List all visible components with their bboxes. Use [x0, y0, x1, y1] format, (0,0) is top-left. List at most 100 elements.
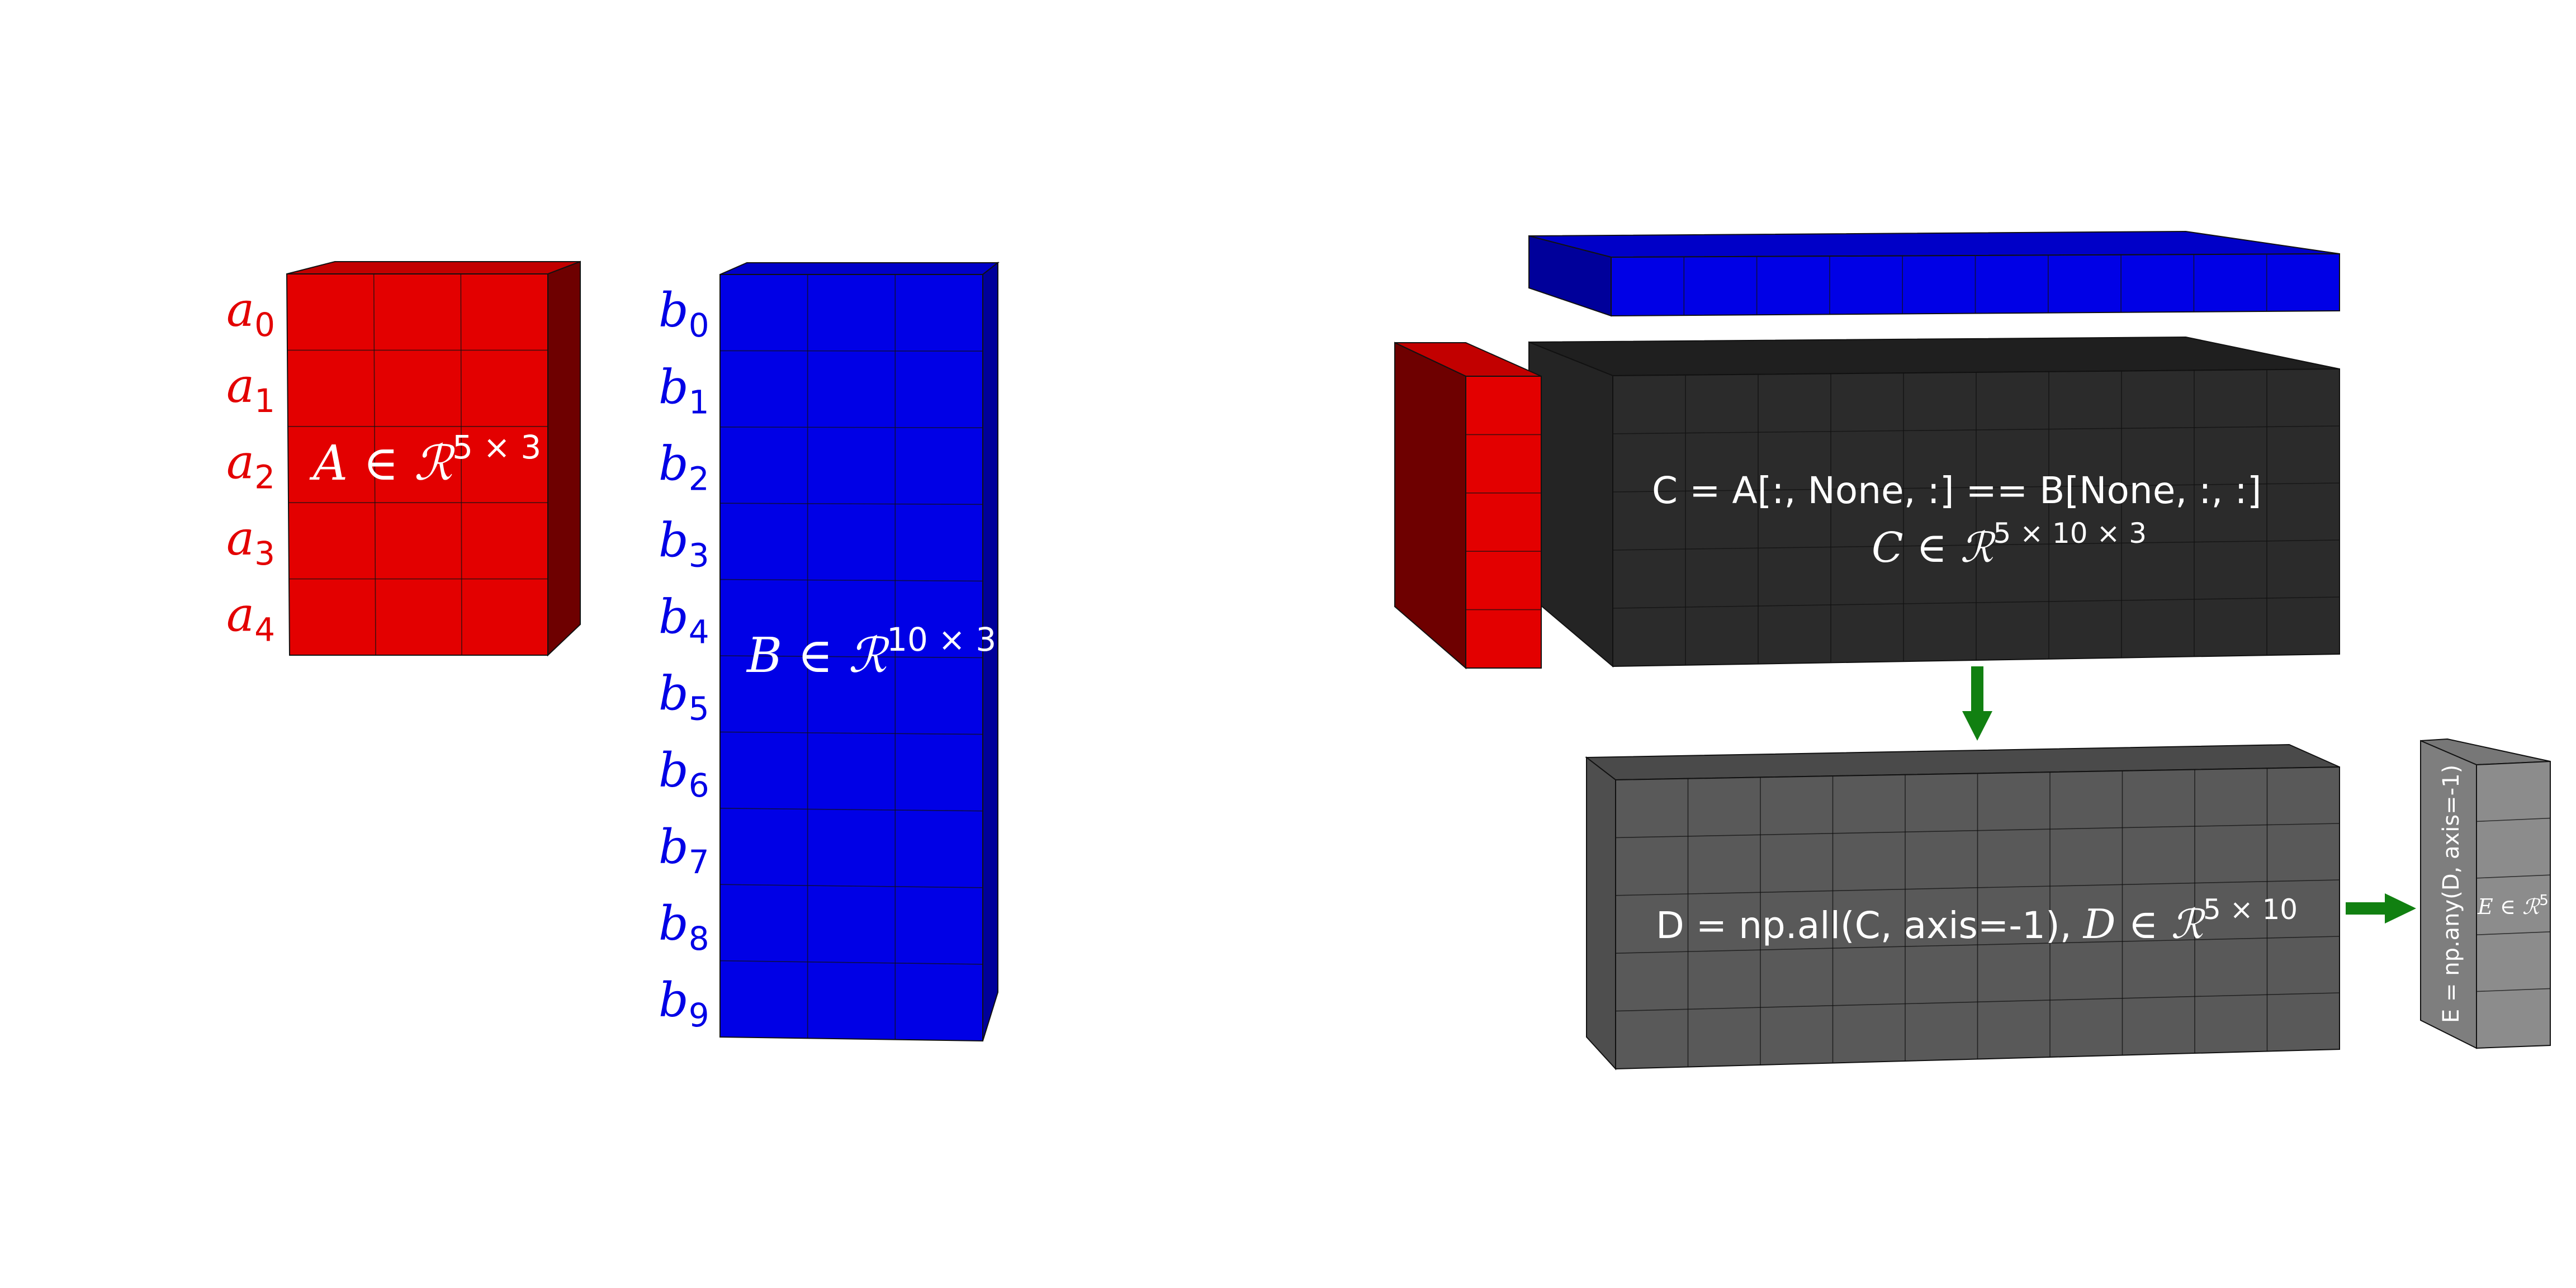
arrow-down-head — [1962, 711, 1992, 741]
broadcast-a-grid — [1466, 434, 1541, 610]
row-label-subscript: 5 — [689, 690, 709, 728]
grid-row-line — [719, 655, 983, 659]
matrix-b-row-label-7: b7 — [659, 820, 709, 881]
row-label-base: b — [659, 666, 689, 721]
row-label-base: b — [659, 590, 689, 645]
grid-row-line — [1615, 936, 2340, 954]
tensor-e-code: E = np.any(D, axis=-1) — [2438, 765, 2464, 1023]
tensor-d-code: D = np.all(C, axis=-1), — [1656, 904, 2083, 947]
grid-row-line — [719, 884, 983, 888]
row-label-base: a — [226, 358, 254, 413]
tensor-c-shape-text: C ∈ ℛ — [1872, 524, 1996, 572]
grid-row-line — [1612, 425, 2340, 434]
row-label-base: b — [659, 436, 689, 491]
row-label-base: b — [659, 896, 689, 951]
matrix-b: B ∈ ℛ10 × 3 — [719, 261, 1000, 1042]
row-label-subscript: 1 — [254, 382, 275, 420]
row-label-subscript: 4 — [689, 613, 709, 651]
grid-row-line — [719, 731, 983, 735]
row-label-base: b — [659, 513, 689, 568]
row-label-subscript: 6 — [689, 766, 709, 804]
tensor-e-front-face — [2476, 760, 2551, 1049]
tensor-c-shape-label: C ∈ ℛ5 × 10 × 3 — [1872, 517, 2147, 572]
matrix-a-shape-label: A ∈ ℛ5 × 3 — [309, 428, 541, 491]
row-label-base: a — [226, 282, 254, 337]
matrix-b-shape-superscript: 10 × 3 — [887, 621, 996, 659]
row-label-subscript: 8 — [689, 920, 709, 958]
grid-row-line — [1612, 596, 2340, 609]
matrix-b-row-label-8: b8 — [659, 896, 709, 958]
row-label-base: a — [226, 587, 254, 642]
grid-row-line — [719, 426, 983, 429]
row-label-subscript: 3 — [689, 537, 709, 575]
grid-row-line — [1612, 539, 2340, 551]
matrix-b-shape-text: B ∈ ℛ — [746, 628, 890, 684]
row-label-subscript: 0 — [689, 306, 709, 344]
row-label-base: a — [226, 435, 254, 490]
tensor-e-shape-text: E ∈ ℛ — [2477, 894, 2541, 919]
tensor-d-shape-superscript: 5 × 10 — [2203, 893, 2298, 926]
tensor-d-label: D = np.all(C, axis=-1), D ∈ ℛ5 × 10 — [1656, 893, 2298, 948]
row-label-subscript: 7 — [689, 843, 709, 881]
matrix-b-shape-label: B ∈ ℛ10 × 3 — [746, 621, 996, 684]
matrix-a-shape-superscript: 5 × 3 — [452, 428, 541, 466]
grid-row-line — [1612, 482, 2340, 493]
row-label-subscript: 0 — [254, 306, 275, 344]
matrix-b-row-label-9: b9 — [659, 973, 709, 1034]
row-label-base: b — [659, 743, 689, 798]
matrix-b-row-label-3: b3 — [659, 513, 709, 575]
tensor-d-left-face — [1586, 756, 1616, 1071]
matrix-b-row-label-4: b4 — [659, 590, 709, 651]
row-label-subscript: 4 — [254, 610, 275, 648]
grid-row-line — [719, 808, 983, 812]
tensor-e-shape-superscript: 5 — [2539, 892, 2549, 909]
grid-column-line — [373, 273, 376, 656]
matrix-b-row-label-5: b5 — [659, 666, 709, 728]
arrow-down-shaft — [1971, 666, 1983, 718]
arrow-right-head — [2385, 893, 2416, 924]
row-label-base: b — [659, 820, 689, 874]
grid-row-line — [2476, 874, 2551, 879]
matrix-a-side-face — [547, 261, 581, 657]
broadcast-a-slab — [1394, 342, 1542, 670]
tensor-d-grid — [1615, 768, 2340, 1067]
matrix-a-row-label-0: a0 — [226, 282, 275, 344]
tensor-d-shape-text: D ∈ ℛ — [2082, 901, 2206, 948]
grid-row-line — [2476, 931, 2551, 935]
tensor-c: C = A[:, None, :] == B[None, :, :] C ∈ ℛ… — [1528, 336, 2340, 668]
row-label-base: b — [659, 359, 689, 414]
matrix-a-shape-text: A ∈ ℛ — [309, 435, 455, 491]
grid-row-line — [1615, 823, 2340, 839]
grid-row-line — [1615, 879, 2340, 896]
matrix-a: A ∈ ℛ5 × 3 — [286, 261, 581, 657]
matrix-a-row-label-4: a4 — [226, 587, 275, 648]
tensor-c-grid — [1612, 370, 2340, 665]
broadcast-a-left-face — [1394, 342, 1466, 670]
row-label-base: b — [659, 973, 689, 1027]
arrow-right-shaft — [2346, 902, 2390, 915]
matrix-b-row-label-1: b1 — [659, 359, 709, 421]
tensor-c-code: C = A[:, None, :] == B[None, :, :] — [1652, 469, 2261, 512]
tensor-e-grid — [2476, 817, 2551, 992]
arrow-right — [2346, 893, 2416, 924]
matrix-b-top-face — [719, 262, 1000, 275]
row-label-subscript: 2 — [689, 460, 709, 498]
tensor-e-shape-label: E ∈ ℛ5 — [2477, 892, 2549, 919]
matrix-b-row-label-2: b2 — [659, 436, 709, 498]
matrix-a-grid — [287, 273, 548, 656]
arrow-down — [1962, 666, 1992, 741]
tensor-c-shape-superscript: 5 × 10 × 3 — [1993, 517, 2147, 550]
matrix-b-row-label-6: b6 — [659, 743, 709, 804]
matrix-a-row-label-3: a3 — [226, 511, 275, 572]
row-label-subscript: 3 — [254, 534, 275, 572]
grid-row-line — [2476, 817, 2551, 822]
grid-row-line — [2476, 988, 2551, 992]
grid-row-line — [719, 579, 983, 582]
grid-row-line — [1615, 992, 2340, 1012]
row-label-subscript: 9 — [689, 996, 709, 1034]
tensor-e: E = np.any(D, axis=-1) E ∈ ℛ5 — [2420, 738, 2551, 1049]
row-label-base: b — [659, 283, 689, 338]
